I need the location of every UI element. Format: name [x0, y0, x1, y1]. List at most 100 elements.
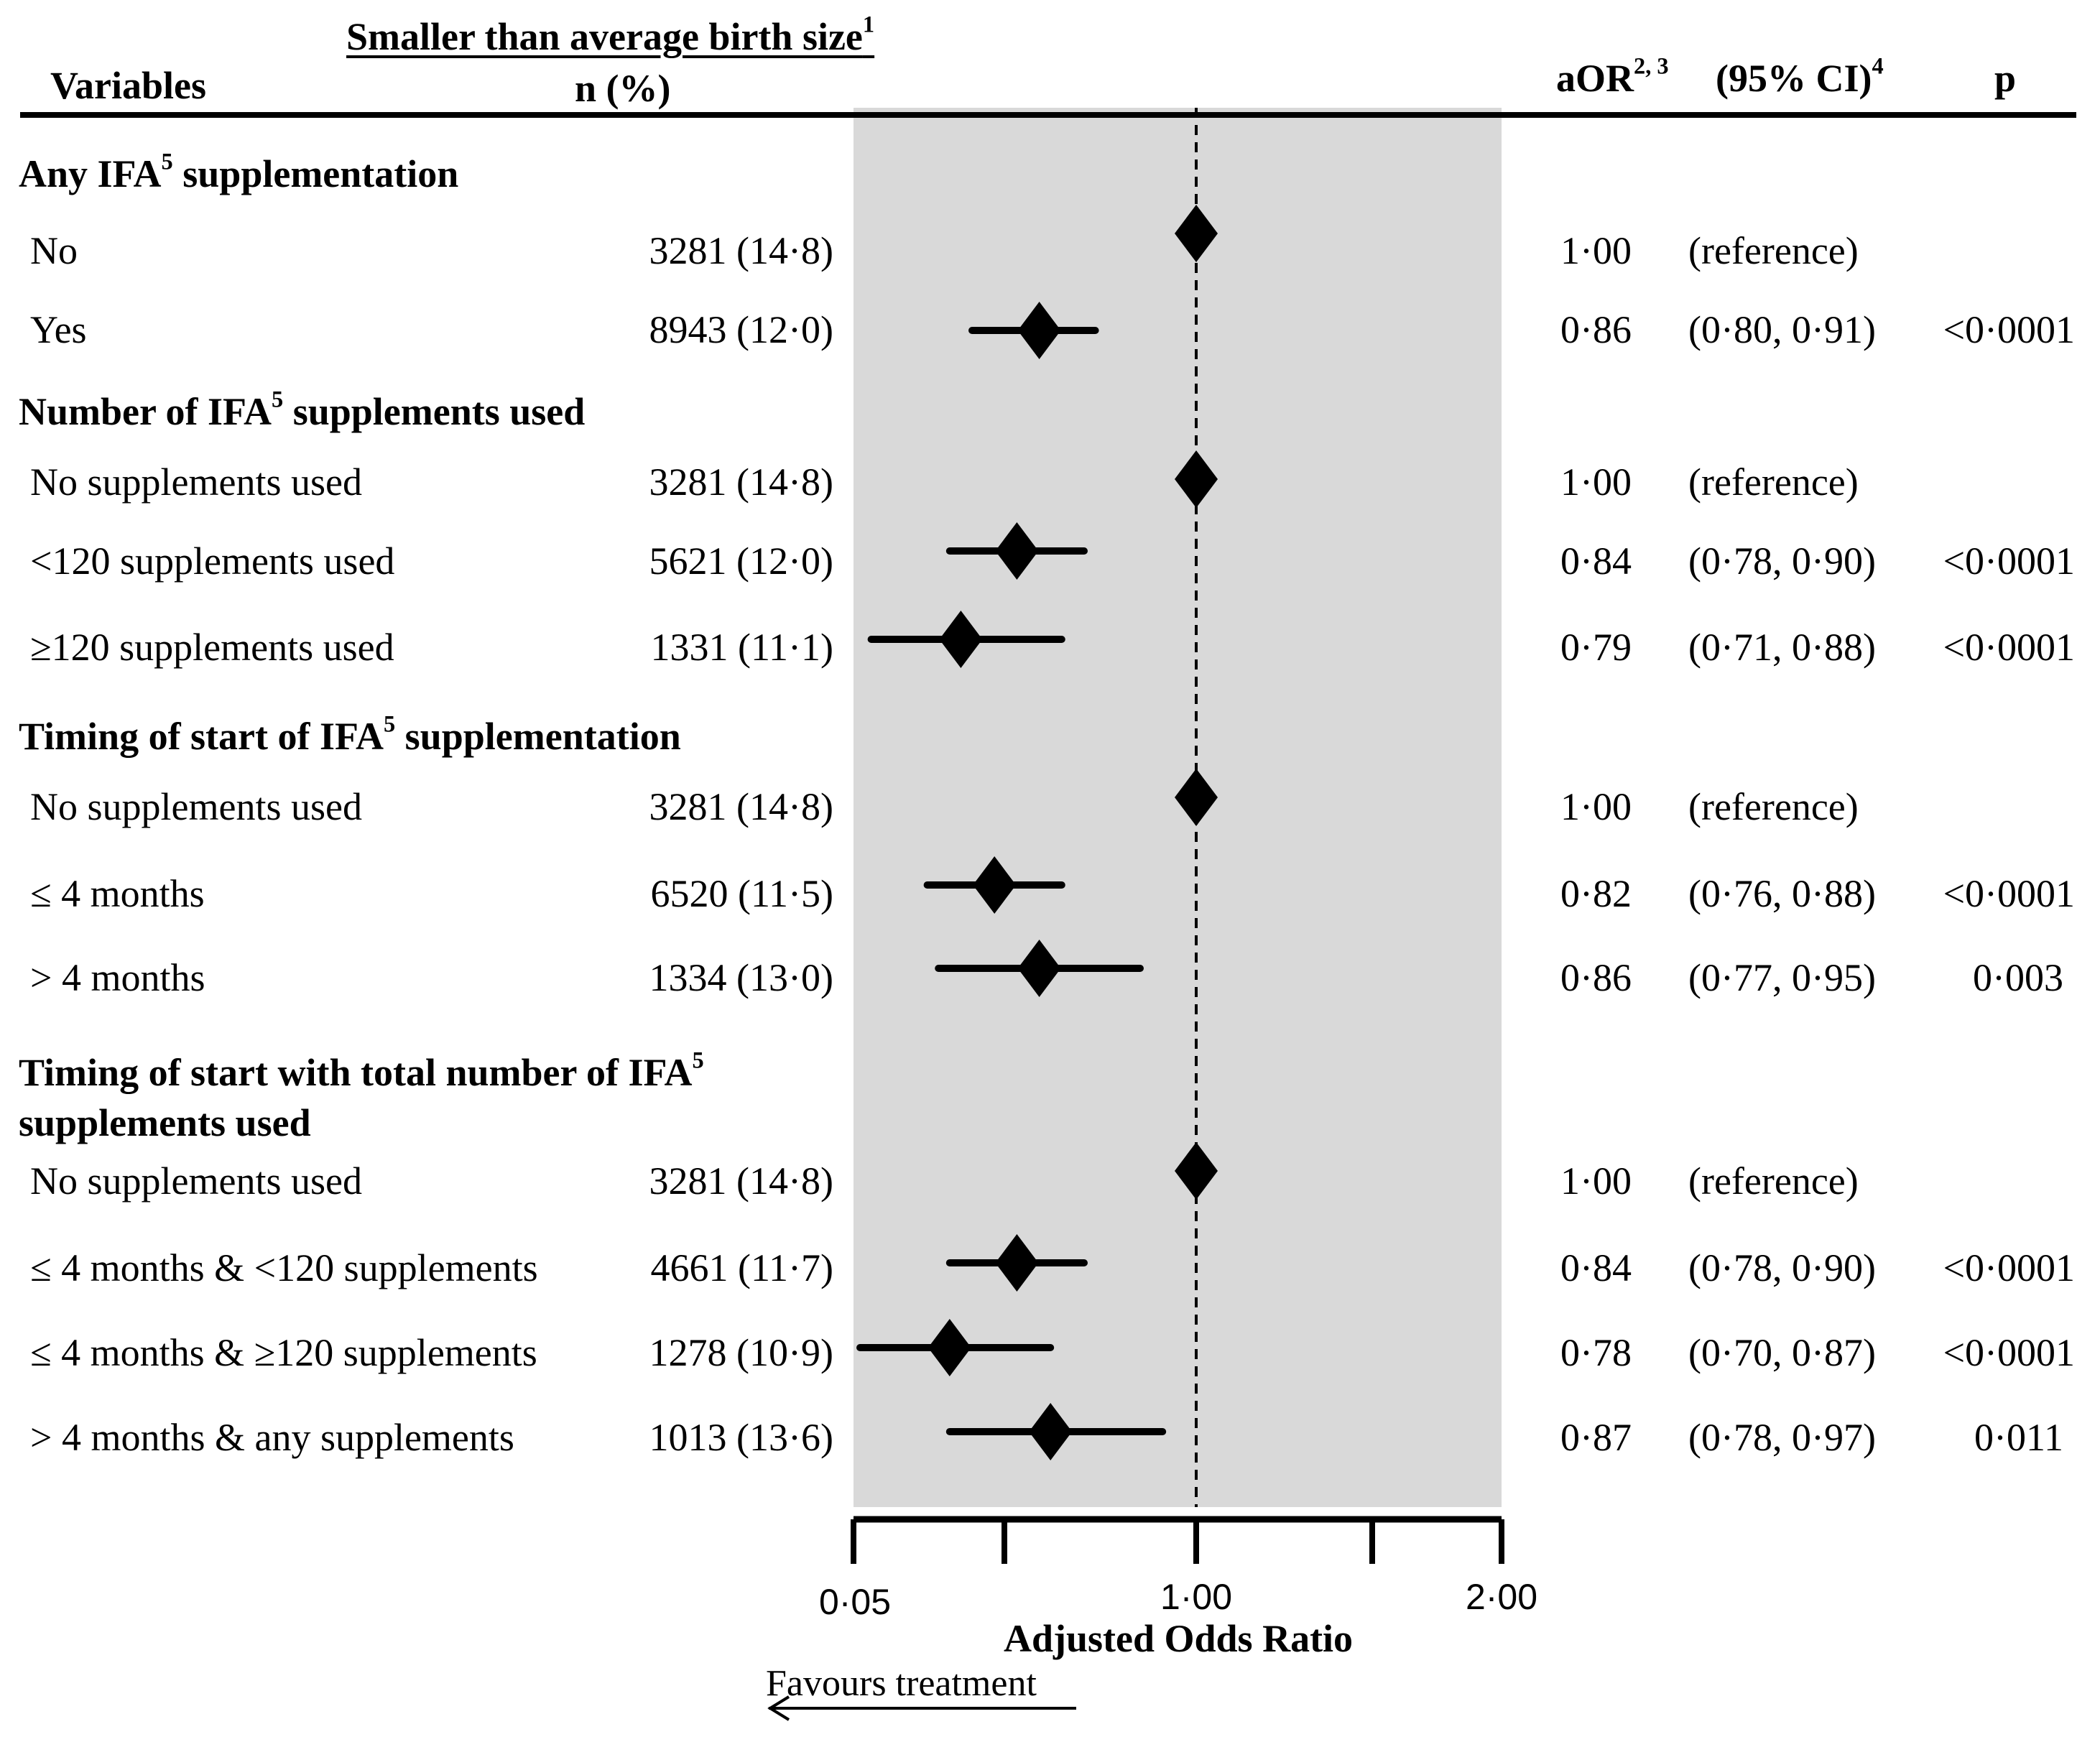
- x-tick-label: 1·00: [1160, 1577, 1233, 1617]
- section-title-text: Timing of start with total number of IFA: [19, 1051, 693, 1094]
- row-n-pct: 3281 (14·8): [649, 229, 833, 272]
- row-label: ≤ 4 months & ≥120 supplements: [30, 1331, 537, 1374]
- header-aor: aOR2, 3: [1556, 55, 1669, 98]
- row-p: <0·0001: [1943, 308, 2075, 351]
- row-label: No: [30, 229, 78, 272]
- section-title-text: Number of IFA: [19, 390, 272, 433]
- row-n-pct: 8943 (12·0): [649, 308, 833, 351]
- estimate-diamond: [995, 522, 1039, 580]
- row-aor: 0·84: [1560, 1246, 1632, 1289]
- favours-treatment-label: Favours treatment: [766, 1663, 1037, 1704]
- section-title-text: supplementation: [172, 152, 459, 195]
- section-title-sup: 5: [383, 711, 396, 738]
- favours-arrow-head: [767, 1695, 790, 1721]
- section-title-number-ifa: Number of IFA5 supplements used: [19, 389, 586, 433]
- row-p: <0·0001: [1943, 1331, 2075, 1374]
- header-n-pct: n (%): [575, 67, 671, 110]
- row-aor: 1·00: [1560, 785, 1632, 828]
- row-n-pct: 4661 (11·7): [650, 1246, 833, 1289]
- row-ci: (reference): [1688, 229, 1859, 272]
- row-aor: 0·86: [1560, 308, 1632, 351]
- row-p: <0·0001: [1943, 1246, 2075, 1289]
- header-variables: Variables: [50, 64, 207, 107]
- row-label: > 4 months: [30, 956, 205, 999]
- row-label: ≤ 4 months & <120 supplements: [30, 1246, 538, 1289]
- row-n-pct: 3281 (14·8): [649, 1159, 833, 1203]
- estimate-diamond: [1175, 450, 1218, 508]
- header-ci-sup: 4: [1872, 53, 1884, 80]
- header-birth-size-text: Smaller than average birth size: [346, 15, 863, 58]
- section-title-sup: 5: [692, 1047, 704, 1074]
- estimate-diamond: [928, 1319, 971, 1376]
- row-p: <0·0001: [1943, 872, 2075, 915]
- row-n-pct: 3281 (14·8): [649, 460, 833, 504]
- row-p: <0·0001: [1943, 626, 2075, 669]
- row-ci: (0·77, 0·95): [1688, 956, 1876, 999]
- section-title-text: supplementation: [395, 715, 681, 758]
- estimate-diamond: [939, 611, 983, 668]
- row-aor: 0·84: [1560, 539, 1632, 583]
- estimate-diamond: [995, 1234, 1039, 1292]
- estimate-diamond: [1017, 302, 1061, 359]
- row-n-pct: 3281 (14·8): [649, 785, 833, 828]
- row-ci: (0·76, 0·88): [1688, 872, 1876, 915]
- row-ci: (reference): [1688, 785, 1859, 828]
- row-label: No supplements used: [30, 785, 362, 828]
- row-aor: 1·00: [1560, 229, 1632, 272]
- estimate-diamond: [1175, 205, 1218, 262]
- plot-background-band: [854, 108, 1502, 1507]
- estimate-diamond: [1175, 1142, 1218, 1200]
- row-aor: 0·87: [1560, 1416, 1632, 1459]
- estimate-diamond: [973, 856, 1017, 914]
- section-title-text: supplements used: [283, 390, 586, 433]
- row-label: No supplements used: [30, 1159, 362, 1203]
- row-p: <0·0001: [1943, 539, 2075, 583]
- x-tick-label: 2·00: [1465, 1577, 1538, 1617]
- estimate-diamond: [1017, 940, 1061, 997]
- row-label: > 4 months & any supplements: [30, 1416, 514, 1459]
- row-aor: 1·00: [1560, 1159, 1632, 1203]
- row-p: 0·003: [1973, 956, 2063, 999]
- header-ci: (95% CI)4: [1716, 55, 1884, 100]
- row-label: Yes: [30, 308, 87, 351]
- estimate-diamond: [1175, 769, 1218, 826]
- header-aor-sup: 2, 3: [1634, 53, 1669, 80]
- row-n-pct: 1278 (10·9): [649, 1331, 833, 1374]
- section-title-sup: 5: [271, 386, 284, 413]
- row-label: <120 supplements used: [30, 539, 395, 583]
- row-aor: 0·86: [1560, 956, 1632, 999]
- row-ci: (reference): [1688, 460, 1859, 504]
- row-ci: (reference): [1688, 1159, 1859, 1203]
- section-title-timing-total-line2: supplements used: [19, 1101, 311, 1144]
- section-title-text: Any IFA: [19, 152, 162, 195]
- row-aor: 1·00: [1560, 460, 1632, 504]
- row-aor: 0·78: [1560, 1331, 1632, 1374]
- row-aor: 0·79: [1560, 626, 1632, 669]
- row-ci: (0·70, 0·87): [1688, 1331, 1876, 1374]
- row-ci: (0·71, 0·88): [1688, 626, 1876, 669]
- row-label: ≤ 4 months: [30, 872, 205, 915]
- header-ci-text: (95% CI): [1716, 57, 1872, 100]
- row-ci: (0·78, 0·97): [1688, 1416, 1876, 1459]
- row-n-pct: 1013 (13·6): [649, 1416, 833, 1459]
- row-n-pct: 1331 (11·1): [650, 626, 833, 669]
- header-p: p: [1994, 57, 2017, 100]
- row-aor: 0·82: [1560, 872, 1632, 915]
- section-title-sup: 5: [161, 149, 173, 175]
- row-n-pct: 6520 (11·5): [650, 872, 833, 915]
- row-ci: (0·80, 0·91): [1688, 308, 1876, 351]
- section-title-timing-ifa: Timing of start of IFA5 supplementation: [19, 713, 681, 758]
- section-title-any-ifa: Any IFA5 supplementation: [19, 151, 459, 195]
- section-title-text: Timing of start of IFA: [19, 715, 384, 758]
- x-axis-title: Adjusted Odds Ratio: [1003, 1617, 1354, 1660]
- section-title-timing-total: Timing of start with total number of IFA…: [19, 1050, 704, 1094]
- estimate-diamond: [1029, 1403, 1073, 1460]
- row-label: No supplements used: [30, 460, 362, 504]
- row-p: 0·011: [1974, 1416, 2063, 1459]
- header-birth-size: Smaller than average birth size1: [346, 14, 874, 58]
- row-ci: (0·78, 0·90): [1688, 539, 1876, 583]
- header-birth-size-sup: 1: [862, 11, 875, 38]
- row-label: ≥120 supplements used: [30, 626, 394, 669]
